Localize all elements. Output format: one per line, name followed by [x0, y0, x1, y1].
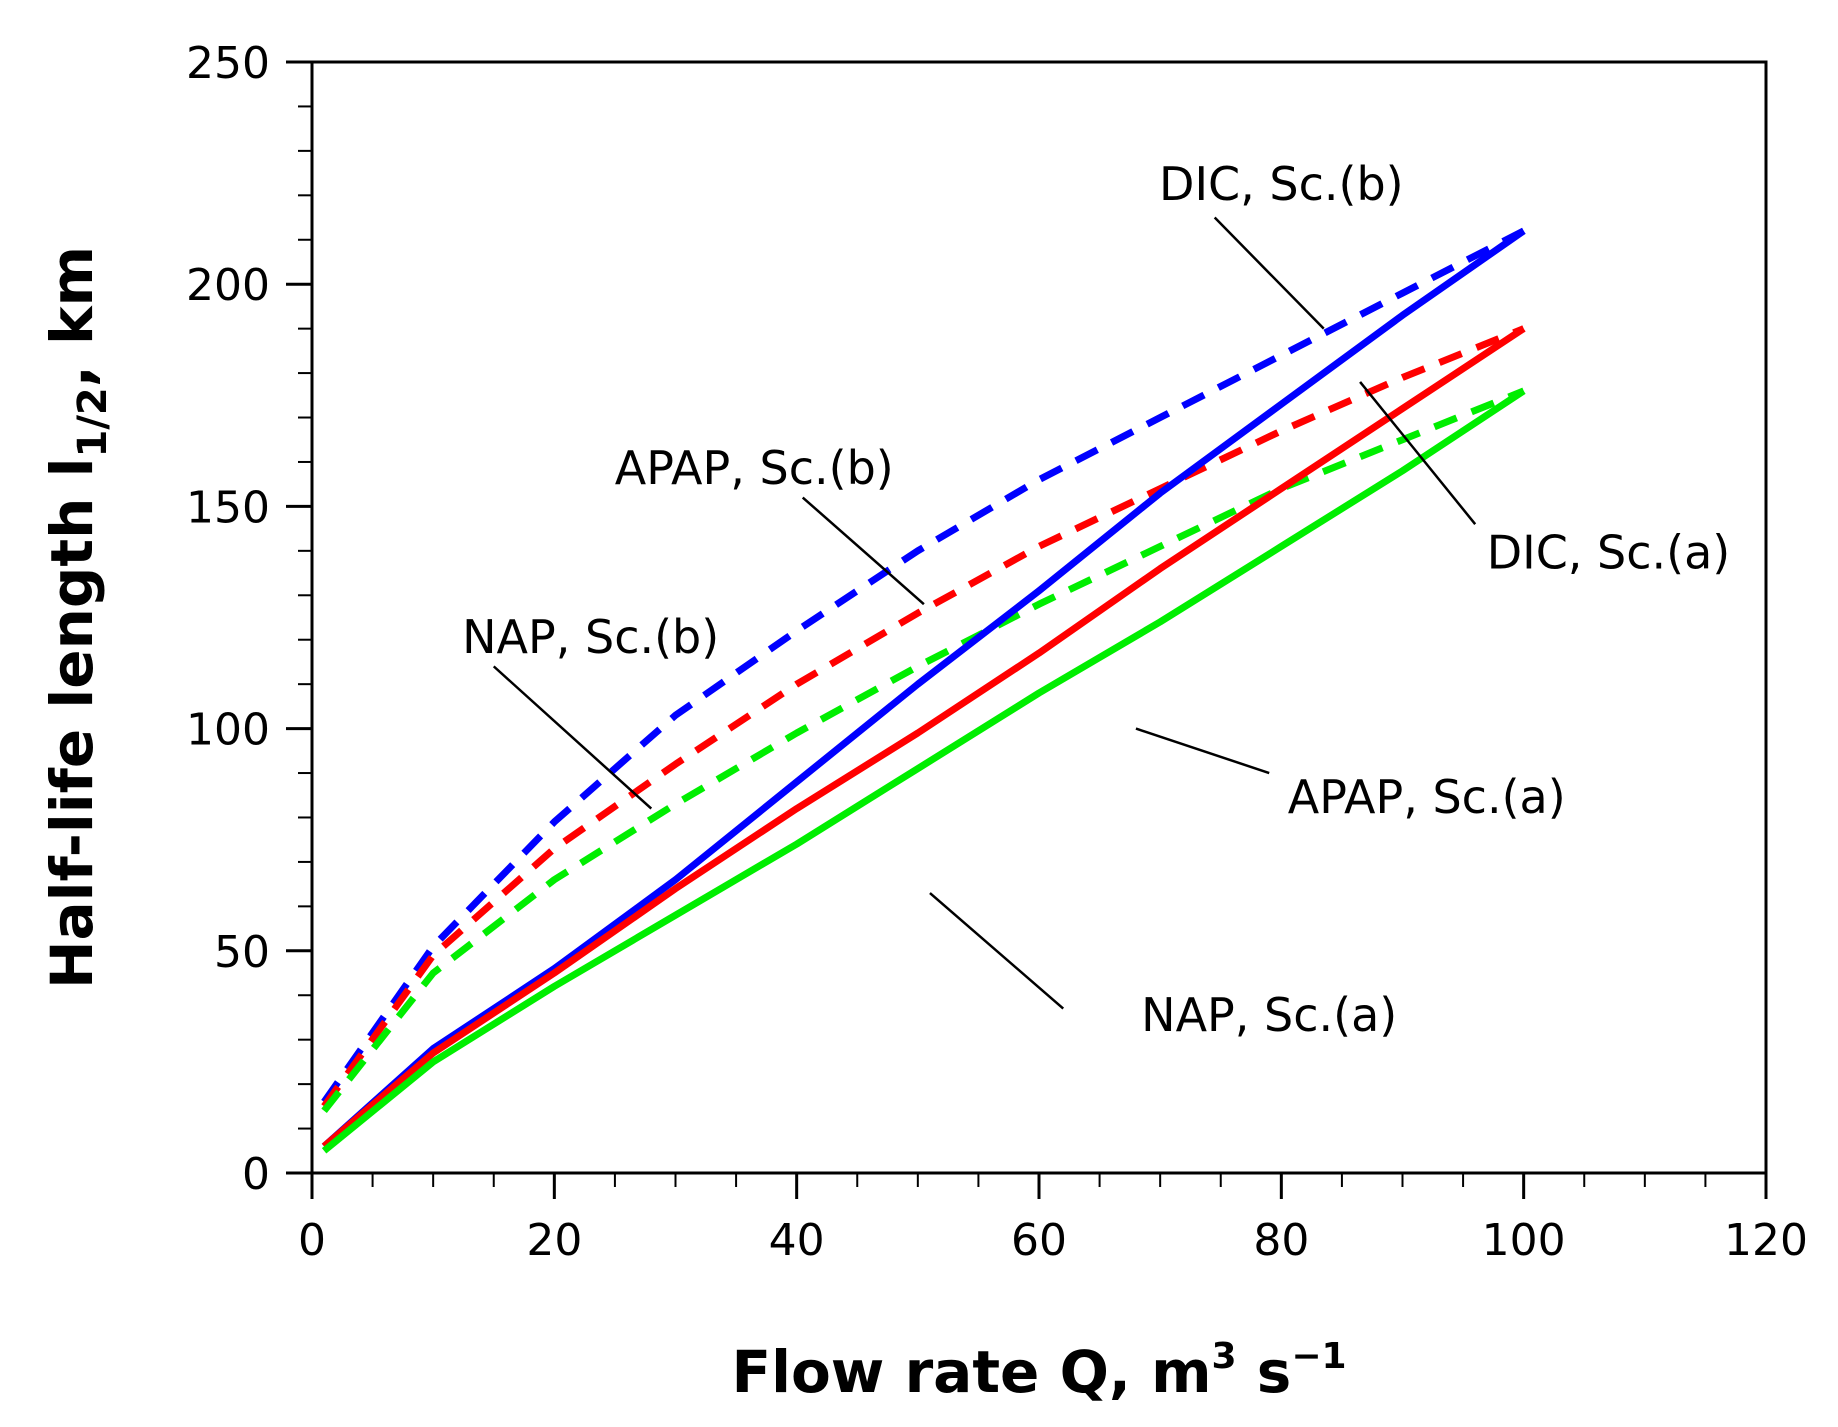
annotations: DIC, Sc.(b) APAP, Sc.(b) NAP, Sc.(b) DIC, S… [462, 157, 1730, 1042]
series-line-nap-sc-a [321, 387, 1526, 1154]
leader-line-nap-sc-a [929, 892, 1065, 1010]
series-line-apap-sc-a [321, 325, 1526, 1149]
leader-line-apap-sc-a [1135, 727, 1270, 775]
x-tick-label: 100 [1482, 1215, 1566, 1266]
x-tick-label: 20 [526, 1215, 582, 1266]
y-tick-label: 150 [186, 482, 270, 533]
x-axis-title: Flow rate Q, m3 s−1 [731, 1336, 1346, 1406]
series-line-apap-sc-b [321, 325, 1526, 1109]
annotation-apap-sc-a: APAP, Sc.(a) [1288, 770, 1566, 824]
x-tick-label: 60 [1011, 1215, 1067, 1266]
axis-titles: Flow rate Q, m3 s−1 Half-life length l1/… [38, 246, 1347, 1406]
y-tick-label: 250 [186, 38, 270, 89]
series-line-dic-sc-b [321, 227, 1526, 1104]
axes: 0 20 40 60 80 100 120 0 50 100 150 200 250 [186, 38, 1808, 1266]
leader-line-nap-sc-b [492, 665, 653, 810]
leader-line-dic-sc-b [1213, 216, 1325, 330]
series-group [321, 227, 1526, 1154]
leader-line-dic-sc-a [1359, 381, 1477, 525]
y-tick-label: 50 [214, 927, 270, 978]
y-tick-label: 0 [242, 1149, 270, 1200]
x-tick-label: 80 [1253, 1215, 1309, 1266]
x-tick-label: 0 [298, 1215, 326, 1266]
x-tick-label: 120 [1724, 1215, 1808, 1266]
annotation-dic-sc-b: DIC, Sc.(b) [1159, 157, 1404, 211]
y-tick-label: 200 [186, 260, 270, 311]
series-line-dic-sc-a [321, 228, 1526, 1149]
annotation-dic-sc-a: DIC, Sc.(a) [1487, 526, 1731, 580]
annotation-nap-sc-b: NAP, Sc.(b) [462, 610, 719, 664]
annotation-apap-sc-b: APAP, Sc.(b) [615, 441, 894, 495]
x-tick-label: 40 [769, 1215, 825, 1266]
annotation-nap-sc-a: NAP, Sc.(a) [1141, 988, 1397, 1042]
y-axis-title: Half-life length l1/2, km [38, 246, 116, 989]
y-tick-label: 100 [186, 705, 270, 756]
leader-line-apap-sc-b [801, 496, 925, 606]
